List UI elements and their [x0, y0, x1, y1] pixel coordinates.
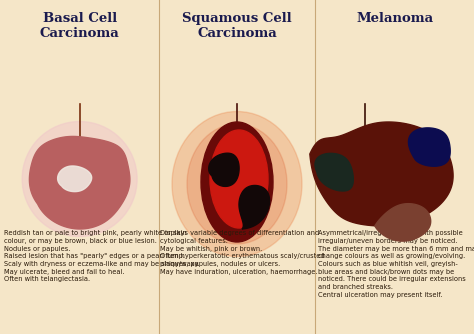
Polygon shape	[315, 153, 353, 191]
Ellipse shape	[172, 112, 302, 257]
Ellipse shape	[187, 124, 287, 244]
Text: Squamous Cell
Carcinoma: Squamous Cell Carcinoma	[182, 12, 292, 40]
Polygon shape	[239, 185, 270, 229]
Polygon shape	[209, 153, 239, 186]
Text: Displays variable degrees of differentiation and
cytological features.
May be wh: Displays variable degrees of differentia…	[160, 230, 325, 275]
Polygon shape	[409, 128, 450, 166]
Ellipse shape	[201, 122, 273, 242]
Polygon shape	[29, 136, 130, 229]
Ellipse shape	[22, 122, 137, 236]
Polygon shape	[375, 204, 431, 241]
Text: Asymmetrical/irregular shape with possible
irregular/uneven borders may be notic: Asymmetrical/irregular shape with possib…	[318, 230, 474, 298]
Polygon shape	[58, 166, 91, 192]
Text: Basal Cell
Carcinoma: Basal Cell Carcinoma	[40, 12, 119, 40]
Text: Reddish tan or pale to bright pink, pearly white or skin
colour, or may be brown: Reddish tan or pale to bright pink, pear…	[4, 230, 200, 283]
Ellipse shape	[210, 130, 268, 228]
Polygon shape	[310, 122, 453, 226]
Text: Melanoma: Melanoma	[356, 12, 433, 25]
